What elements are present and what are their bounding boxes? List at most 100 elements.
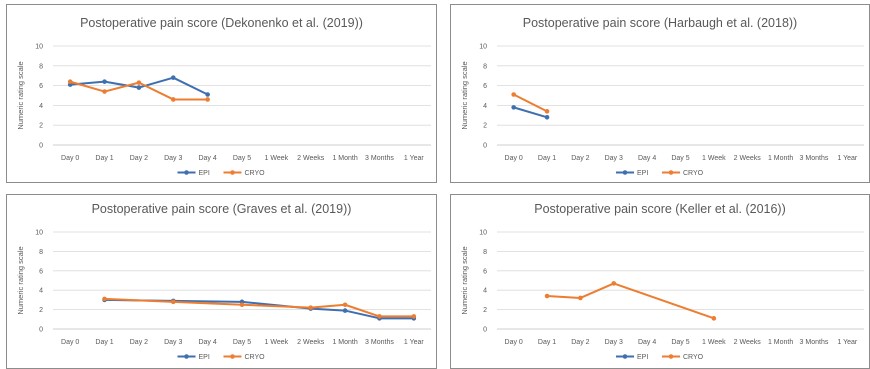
y-tick-label: 8 (39, 249, 43, 256)
data-point-cryo (411, 314, 417, 319)
chart-svg: Postoperative pain score (Dekonenko et a… (16, 16, 431, 177)
y-tick-label: 10 (479, 230, 487, 237)
x-tick-label: 2 Weeks (734, 155, 762, 162)
x-tick-label: Day 2 (571, 339, 589, 346)
x-tick-label: 1 Week (702, 155, 726, 162)
chart-title: Postoperative pain score (Keller et al. … (534, 202, 786, 216)
y-tick-label: 6 (483, 83, 487, 90)
x-tick-label: Day 5 (671, 155, 689, 162)
chart-panel-keller: Postoperative pain score (Keller et al. … (450, 194, 870, 369)
data-point-cryo (136, 80, 142, 85)
legend-marker-cryo (230, 170, 235, 175)
x-tick-label: 3 Months (800, 339, 829, 346)
chart-title: Postoperative pain score (Dekonenko et a… (80, 16, 363, 30)
legend-marker-cryo (668, 354, 674, 359)
legend-label-epi: EPI (637, 170, 648, 177)
legend-label-epi: EPI (637, 354, 648, 361)
chart-panel-graves: Postoperative pain score (Graves et al. … (6, 194, 437, 369)
x-tick-label: 1 Month (332, 339, 357, 346)
y-tick-label: 4 (483, 103, 487, 110)
y-tick-label: 0 (39, 143, 43, 150)
data-point-epi (170, 75, 176, 80)
x-tick-label: 1 Month (768, 155, 793, 162)
y-tick-label: 0 (483, 327, 487, 334)
x-tick-label: Day 2 (130, 339, 148, 346)
x-tick-label: Day 1 (95, 155, 113, 162)
data-point-epi (544, 114, 550, 120)
y-tick-label: 2 (483, 307, 487, 314)
legend-label-cryo: CRYO (683, 354, 704, 361)
data-point-cryo (67, 79, 73, 84)
x-tick-label: Day 3 (605, 339, 623, 346)
y-tick-label: 4 (39, 288, 43, 295)
y-tick-label: 8 (483, 63, 487, 70)
x-tick-label: Day 5 (671, 339, 689, 346)
data-point-cryo (239, 302, 245, 308)
legend-marker-epi (622, 170, 628, 175)
chart-svg: Postoperative pain score (Graves et al. … (16, 202, 431, 361)
data-point-cryo (170, 299, 176, 305)
x-tick-label: Day 0 (505, 155, 523, 162)
x-tick-label: Day 1 (538, 155, 556, 162)
x-tick-label: Day 5 (233, 339, 251, 346)
legend-marker-epi (184, 354, 189, 359)
x-tick-label: 1 Week (265, 339, 289, 346)
series-line-epi (513, 106, 548, 119)
y-tick-label: 4 (39, 103, 43, 110)
x-tick-label: Day 4 (638, 339, 656, 346)
x-tick-label: 3 Months (800, 155, 829, 162)
y-tick-label: 6 (39, 83, 43, 90)
legend-label-cryo: CRYO (245, 354, 266, 361)
x-tick-label: Day 3 (164, 155, 182, 162)
chart-title: Postoperative pain score (Harbaugh et al… (523, 16, 797, 30)
x-tick-label: Day 4 (198, 155, 216, 162)
data-point-epi (136, 85, 142, 90)
x-tick-label: Day 4 (638, 155, 656, 162)
data-point-cryo (102, 296, 107, 302)
chart-panel-harbaugh: Postoperative pain score (Harbaugh et al… (450, 4, 870, 183)
legend-marker-cryo (230, 354, 235, 359)
x-tick-label: 3 Months (365, 155, 394, 162)
data-point-cryo (308, 305, 314, 310)
x-tick-label: Day 4 (198, 339, 216, 346)
x-tick-label: 1 Month (768, 339, 793, 346)
data-point-epi (511, 105, 516, 110)
x-tick-label: Day 0 (61, 155, 79, 162)
x-tick-label: 2 Weeks (297, 155, 325, 162)
data-point-cryo (205, 97, 210, 102)
series-line-cryo (104, 297, 414, 318)
legend-label-epi: EPI (199, 354, 210, 361)
x-tick-label: 1 Year (404, 155, 425, 162)
x-tick-label: Day 0 (61, 339, 79, 346)
data-point-cryo (102, 89, 107, 94)
y-axis-label: Numeric rating scale (16, 61, 25, 129)
y-axis-label: Numeric rating scale (460, 246, 469, 314)
x-tick-label: Day 5 (233, 155, 251, 162)
data-point-cryo (578, 295, 583, 301)
series-line-epi (104, 298, 414, 320)
y-tick-label: 6 (483, 268, 487, 275)
chart-title: Postoperative pain score (Graves et al. … (92, 202, 352, 216)
legend-marker-epi (622, 354, 628, 359)
chart-svg: Postoperative pain score (Harbaugh et al… (460, 16, 864, 177)
x-tick-label: Day 2 (130, 155, 148, 162)
x-tick-label: 1 Year (837, 155, 858, 162)
x-tick-label: Day 3 (605, 155, 623, 162)
x-tick-label: 3 Months (365, 339, 394, 346)
chart-svg: Postoperative pain score (Keller et al. … (460, 202, 864, 361)
y-tick-label: 6 (39, 268, 43, 275)
data-point-cryo (170, 97, 176, 102)
x-tick-label: Day 3 (164, 339, 182, 346)
y-tick-label: 2 (483, 123, 487, 130)
data-point-cryo (342, 302, 348, 308)
x-tick-label: 1 Month (332, 155, 357, 162)
legend-label-cryo: CRYO (683, 170, 704, 177)
data-point-cryo (544, 293, 550, 299)
data-point-epi (342, 308, 348, 313)
data-point-cryo (377, 314, 382, 319)
data-point-cryo (611, 281, 617, 286)
chart-panel-dekonenko: Postoperative pain score (Dekonenko et a… (6, 4, 437, 183)
x-tick-label: 1 Year (404, 339, 425, 346)
y-tick-label: 10 (35, 44, 43, 51)
y-axis-label: Numeric rating scale (460, 61, 469, 129)
